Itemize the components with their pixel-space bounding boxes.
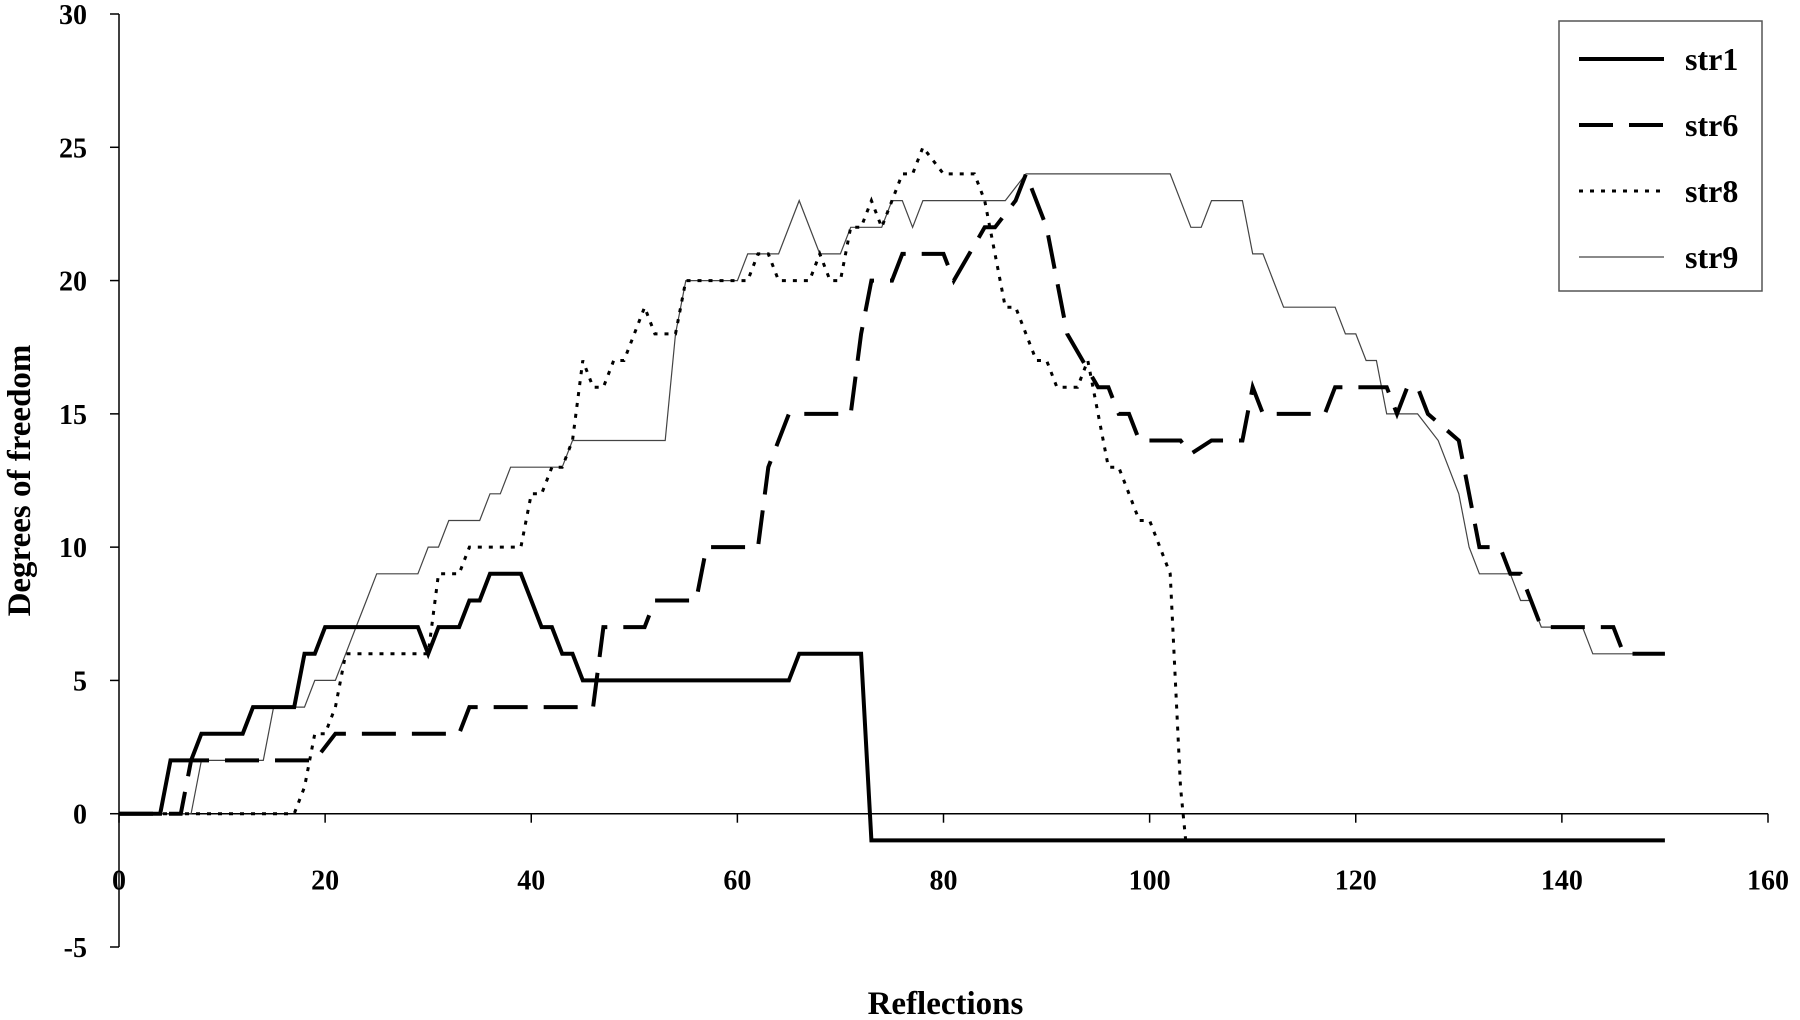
- legend-label-str6: str6: [1685, 107, 1738, 143]
- y-tick-label: 15: [59, 400, 87, 431]
- x-axis-title: Reflections: [868, 986, 1024, 1020]
- x-tick-label: 40: [517, 866, 545, 897]
- y-tick-label: 10: [59, 533, 87, 564]
- y-tick-label: -5: [64, 933, 87, 964]
- x-tick-label: 160: [1747, 866, 1789, 897]
- x-tick-label: 60: [723, 866, 751, 897]
- x-tick-label: 140: [1541, 866, 1583, 897]
- legend-box: [1558, 20, 1763, 292]
- series-line-str1: [119, 571, 1665, 843]
- legend-label-str8: str8: [1685, 173, 1738, 209]
- x-tick-label: 0: [112, 866, 126, 897]
- x-tick-label: 20: [311, 866, 339, 897]
- series-line-str6: [119, 168, 1665, 816]
- y-tick-label: 25: [59, 133, 87, 164]
- series-layer: [119, 144, 1665, 843]
- series-line-str8: [119, 144, 1188, 841]
- x-tick-label: 100: [1129, 866, 1171, 897]
- y-tick-label: 30: [59, 0, 87, 31]
- legend-label-str1: str1: [1685, 41, 1738, 77]
- legend: str1 str6 str8 str9: [1558, 20, 1763, 292]
- x-tick-label: 120: [1335, 866, 1377, 897]
- y-tick-label: 0: [73, 800, 87, 831]
- y-tick-label: 20: [59, 267, 87, 298]
- y-axis-title: Degrees of freedom: [2, 345, 38, 617]
- x-tick-label: 80: [930, 866, 958, 897]
- legend-label-str9: str9: [1685, 239, 1738, 275]
- series-line-str9: [119, 173, 1665, 815]
- y-tick-label: 5: [73, 666, 87, 697]
- axes: -5 0 5 10 15 20 25 30 0 20 40 60 80 100 120 140 160: [59, 0, 1789, 964]
